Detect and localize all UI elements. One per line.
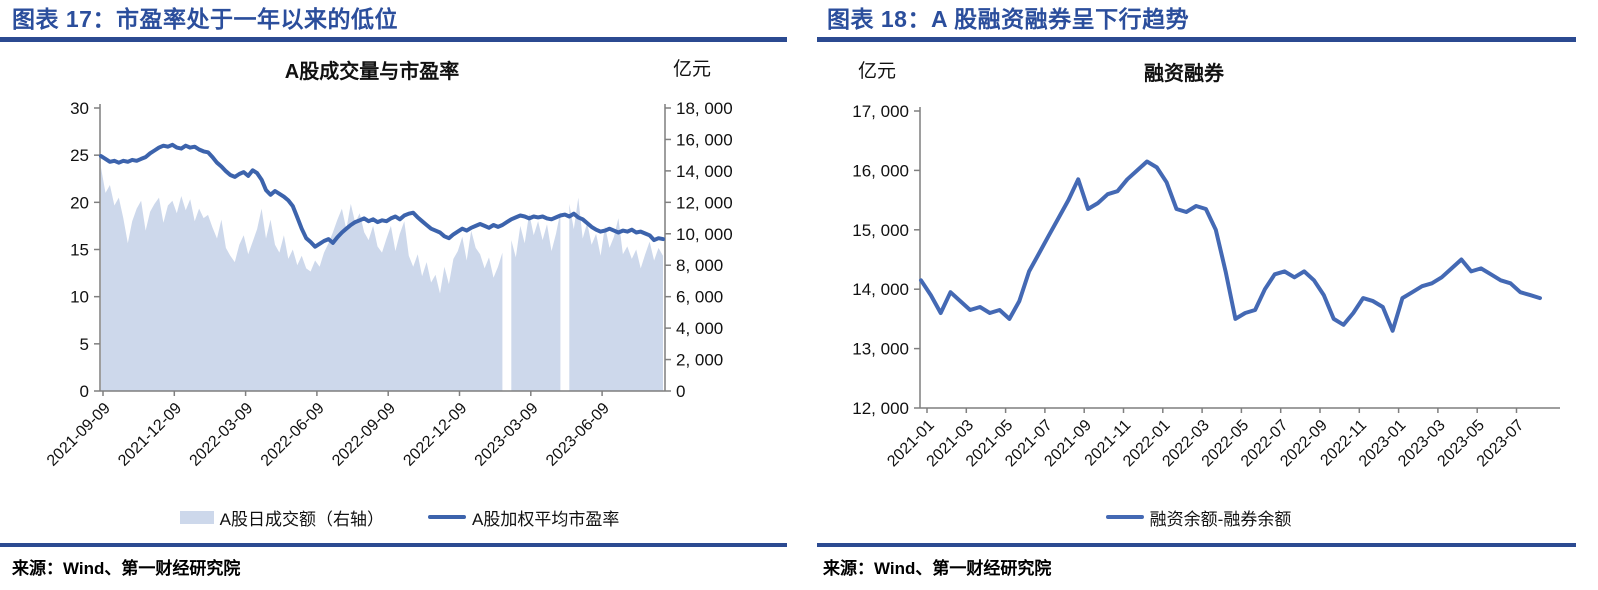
- svg-text:18, 000: 18, 000: [676, 99, 733, 118]
- legend-item-volume: A股日成交额（右轴）: [179, 505, 384, 530]
- svg-text:2023-03-09: 2023-03-09: [472, 400, 542, 468]
- margin-balance-chart: 融资融券 亿元 17, 000 16, 000 15, 000 14, 000 13, …: [852, 60, 1560, 468]
- svg-text:8, 000: 8, 000: [676, 256, 723, 275]
- line-swatch-icon: [1105, 515, 1144, 519]
- figure-18-source: 来源：Wind、第一财经研究院: [823, 559, 1052, 578]
- chart-title-volume-pe: A股成交量与市盈率: [285, 59, 459, 83]
- svg-text:16, 000: 16, 000: [676, 130, 733, 149]
- figure-17-title: 图表 17：市盈率处于一年以来的低位: [12, 6, 398, 32]
- legend-item-margin: 融资余额-融券余额: [1105, 505, 1292, 530]
- figure-17-source: 来源：Wind、第一财经研究院: [12, 559, 241, 578]
- svg-text:6, 000: 6, 000: [676, 288, 723, 307]
- svg-text:2023-06-09: 2023-06-09: [543, 400, 613, 468]
- svg-text:2, 000: 2, 000: [676, 351, 723, 370]
- legend-label-margin: 融资余额-融券余额: [1149, 509, 1292, 529]
- svg-text:14, 000: 14, 000: [852, 280, 909, 299]
- figure-17-source-rule: [0, 543, 787, 547]
- y-axis-unit-label: 亿元: [858, 60, 896, 82]
- svg-text:14, 000: 14, 000: [676, 162, 733, 181]
- chart-title-margin: 融资融券: [1144, 61, 1225, 85]
- svg-text:0: 0: [80, 382, 89, 401]
- svg-text:2022-09-09: 2022-09-09: [329, 400, 399, 468]
- right-axis-unit-label: 亿元: [673, 58, 711, 80]
- legend-label-volume: A股日成交额（右轴）: [219, 509, 384, 529]
- svg-text:2022-12-09: 2022-12-09: [400, 400, 470, 468]
- figure-18-legend: 融资余额-融券余额: [799, 504, 1598, 530]
- svg-text:12, 000: 12, 000: [852, 399, 909, 418]
- svg-text:2021-12-09: 2021-12-09: [115, 400, 185, 468]
- svg-text:10: 10: [70, 288, 89, 307]
- volume-pe-chart: A股成交量与市盈率 亿元 30 25 20 15 10 5 0 18, 000 16, 000 1…: [44, 58, 733, 468]
- svg-text:15, 000: 15, 000: [852, 221, 909, 240]
- figure-17-legend: A股日成交额（右轴） A股加权平均市盈率: [0, 504, 799, 530]
- svg-text:25: 25: [70, 146, 89, 165]
- svg-text:12, 000: 12, 000: [676, 193, 733, 212]
- legend-item-pe: A股加权平均市盈率: [428, 505, 619, 530]
- figure-17-panel: 图表 17：市盈率处于一年以来的低位 A股成交量与市盈率 亿元 30 25 20 15…: [0, 6, 799, 578]
- svg-text:10, 000: 10, 000: [676, 225, 733, 244]
- margin-line-series: [919, 159, 1542, 333]
- svg-text:30: 30: [70, 99, 89, 118]
- axes: 17, 000 16, 000 15, 000 14, 000 13, 000 12, 0…: [852, 102, 1560, 468]
- figure-18-title: 图表 18：A 股融资融券呈下行趋势: [827, 6, 1190, 32]
- svg-text:2021-09-09: 2021-09-09: [44, 400, 114, 468]
- figure-18-panel: 图表 18：A 股融资融券呈下行趋势 融资融券 亿元 17, 000 16, 00…: [799, 0, 1598, 590]
- line-swatch-icon: [428, 515, 466, 519]
- area-swatch-icon: [179, 510, 214, 524]
- svg-text:4, 000: 4, 000: [676, 319, 723, 338]
- svg-text:13, 000: 13, 000: [852, 340, 909, 359]
- svg-text:2022-06-09: 2022-06-09: [258, 400, 328, 468]
- figure-18-source-rule: [817, 543, 1576, 547]
- svg-text:5: 5: [80, 335, 89, 354]
- pe-line-series: [99, 142, 665, 249]
- svg-text:0: 0: [676, 382, 685, 401]
- figure-17-title-rule: [0, 37, 787, 42]
- svg-text:17, 000: 17, 000: [852, 102, 909, 121]
- svg-text:20: 20: [70, 193, 89, 212]
- svg-text:15: 15: [70, 241, 89, 260]
- figure-18-title-rule: [817, 37, 1576, 42]
- svg-text:2022-03-09: 2022-03-09: [187, 400, 257, 468]
- volume-area-series: [101, 167, 663, 391]
- svg-text:16, 000: 16, 000: [852, 161, 909, 180]
- legend-label-pe: A股加权平均市盈率: [472, 509, 620, 529]
